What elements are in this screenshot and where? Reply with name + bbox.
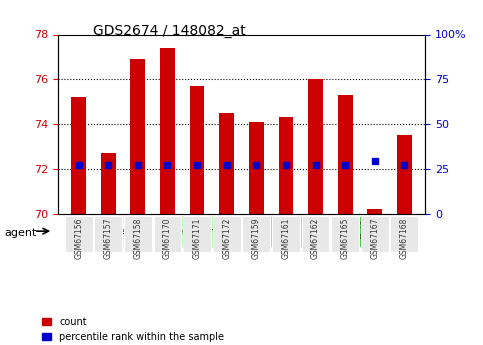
Text: GSM67167: GSM67167 — [370, 217, 379, 259]
FancyBboxPatch shape — [301, 216, 329, 252]
Bar — [190, 86, 204, 214]
Text: GSM67172: GSM67172 — [222, 217, 231, 259]
Text: agent: agent — [5, 228, 37, 238]
Text: cycloheximide: cycloheximide — [164, 227, 230, 236]
FancyBboxPatch shape — [154, 216, 182, 252]
Text: GSM67171: GSM67171 — [193, 217, 201, 259]
FancyBboxPatch shape — [272, 216, 300, 252]
FancyBboxPatch shape — [361, 216, 389, 252]
Text: GSM67157: GSM67157 — [104, 217, 113, 259]
Text: GSM67170: GSM67170 — [163, 217, 172, 259]
FancyBboxPatch shape — [67, 216, 150, 247]
FancyBboxPatch shape — [124, 216, 152, 252]
Bar — [308, 79, 323, 214]
Bar — [367, 209, 382, 214]
Bar — [249, 122, 264, 214]
Text: GSM67162: GSM67162 — [311, 217, 320, 259]
Text: 20E: 20E — [277, 227, 295, 236]
FancyBboxPatch shape — [183, 216, 211, 252]
FancyBboxPatch shape — [244, 216, 327, 247]
FancyBboxPatch shape — [156, 216, 239, 247]
Bar — [71, 97, 86, 214]
Bar — [397, 136, 412, 214]
Text: GDS2674 / 148082_at: GDS2674 / 148082_at — [93, 24, 245, 38]
FancyBboxPatch shape — [94, 216, 122, 252]
Text: GSM67156: GSM67156 — [74, 217, 83, 259]
FancyBboxPatch shape — [65, 216, 93, 252]
Text: GSM67161: GSM67161 — [282, 217, 290, 259]
Bar — [279, 118, 293, 214]
Bar — [101, 153, 116, 214]
Text: untreated: untreated — [86, 227, 131, 236]
FancyBboxPatch shape — [331, 216, 359, 252]
FancyBboxPatch shape — [213, 216, 241, 252]
FancyBboxPatch shape — [390, 216, 418, 252]
Text: GSM67168: GSM67168 — [400, 217, 409, 259]
Text: GSM67165: GSM67165 — [341, 217, 350, 259]
Legend: count, percentile rank within the sample: count, percentile rank within the sample — [38, 313, 228, 345]
Text: GSM67159: GSM67159 — [252, 217, 261, 259]
FancyBboxPatch shape — [242, 216, 270, 252]
Bar — [160, 48, 175, 214]
Text: 20E and
cycloheximide: 20E and cycloheximide — [342, 221, 408, 241]
FancyBboxPatch shape — [333, 216, 416, 247]
Bar — [338, 95, 353, 214]
Text: GSM67158: GSM67158 — [133, 217, 142, 259]
Bar — [130, 59, 145, 214]
Bar — [219, 113, 234, 214]
